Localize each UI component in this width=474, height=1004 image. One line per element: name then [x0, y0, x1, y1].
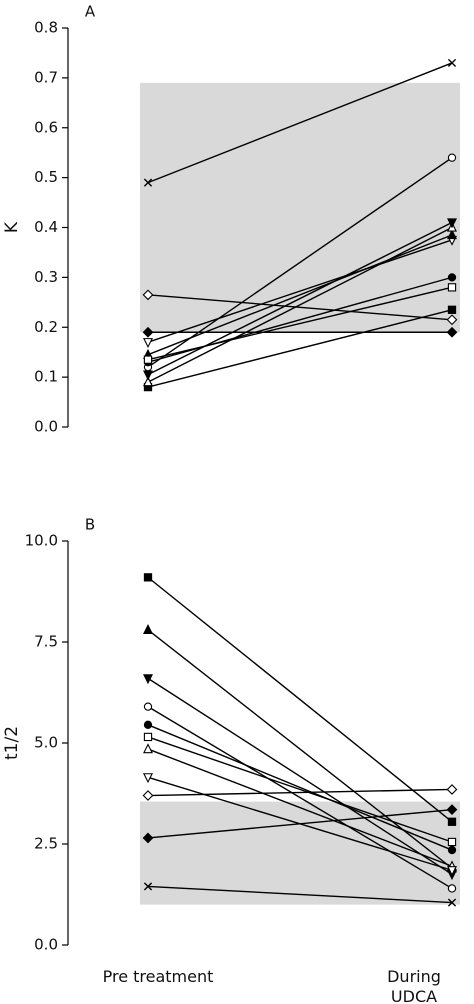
- series-line: [147, 234, 453, 356]
- y-tick-label: 0.2: [34, 318, 58, 336]
- marker: [447, 884, 457, 893]
- series-line: [147, 62, 453, 184]
- marker: [143, 338, 153, 349]
- panel-label: A: [85, 3, 96, 21]
- series-line: [147, 221, 453, 376]
- series-line: [147, 788, 453, 797]
- marker: [143, 732, 153, 742]
- marker: [143, 882, 153, 891]
- series-line: [147, 885, 453, 904]
- y-tick-label: 0.1: [34, 368, 58, 386]
- marker: [447, 58, 457, 68]
- marker: [143, 376, 153, 387]
- series-line: [147, 736, 453, 843]
- marker: [446, 804, 458, 816]
- marker: [447, 898, 457, 907]
- series-line: [147, 239, 453, 343]
- marker: [447, 845, 457, 855]
- y-tick-label: 0.8: [34, 19, 58, 37]
- series-line: [147, 748, 453, 867]
- y-axis-label: t1/2: [2, 726, 22, 760]
- marker: [142, 832, 154, 844]
- marker: [143, 624, 153, 635]
- marker: [447, 305, 457, 314]
- y-tick-label: 0.6: [34, 118, 58, 136]
- y-tick-label: 7.5: [34, 633, 58, 651]
- y-axis-label: K: [2, 221, 22, 233]
- marker: [143, 674, 153, 685]
- marker: [143, 178, 153, 187]
- y-tick-label: 0.4: [34, 218, 58, 236]
- marker: [143, 702, 153, 711]
- marker: [447, 153, 457, 162]
- marker: [447, 273, 457, 282]
- y-tick-label: 2.5: [34, 835, 58, 853]
- series-line: [147, 576, 453, 823]
- marker: [447, 229, 457, 240]
- y-tick-label: 0.3: [34, 268, 58, 286]
- y-tick-label: 0.0: [34, 936, 58, 954]
- y-tick-label: 5.0: [34, 734, 58, 752]
- x-tick-label: During UDCA: [387, 967, 441, 1004]
- series-line: [147, 294, 453, 321]
- marker: [447, 817, 457, 826]
- marker: [143, 773, 153, 784]
- series-line: [147, 706, 453, 890]
- marker: [143, 720, 153, 729]
- reference-band: [140, 801, 460, 905]
- marker: [143, 743, 153, 754]
- series-line: [147, 157, 453, 368]
- y-tick-label: 0.0: [34, 418, 58, 436]
- marker: [446, 326, 458, 338]
- marker: [142, 790, 154, 801]
- series-line: [147, 309, 453, 388]
- series-line: [147, 226, 453, 383]
- marker: [143, 355, 153, 364]
- x-tick-label: Pre treatment: [102, 967, 214, 986]
- marker: [143, 370, 153, 381]
- marker: [142, 326, 154, 338]
- y-tick-label: 0.5: [34, 168, 58, 186]
- marker: [143, 573, 153, 582]
- panel-label: B: [85, 516, 95, 534]
- marker: [447, 837, 457, 847]
- y-tick-label: 0.7: [34, 68, 58, 86]
- marker: [142, 289, 154, 301]
- series-line: [147, 724, 453, 851]
- marker: [446, 314, 458, 326]
- marker: [446, 784, 458, 795]
- y-tick-label: 10.0: [25, 532, 58, 550]
- marker: [447, 866, 457, 877]
- series-line: [147, 677, 453, 875]
- series-line: [147, 286, 453, 361]
- marker: [447, 218, 457, 229]
- series-line: [147, 808, 453, 839]
- marker: [447, 283, 457, 292]
